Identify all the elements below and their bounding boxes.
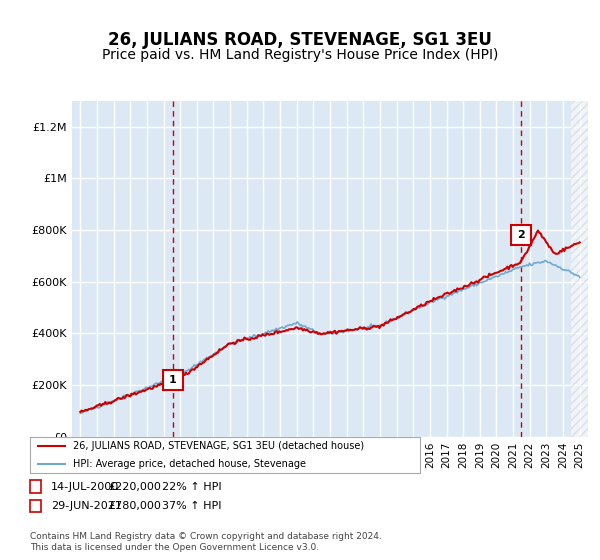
Text: 22% ↑ HPI: 22% ↑ HPI <box>162 482 221 492</box>
Text: 37% ↑ HPI: 37% ↑ HPI <box>162 501 221 511</box>
Text: 1: 1 <box>169 375 176 385</box>
Text: £780,000: £780,000 <box>108 501 161 511</box>
Text: 14-JUL-2000: 14-JUL-2000 <box>51 482 119 492</box>
Text: Price paid vs. HM Land Registry's House Price Index (HPI): Price paid vs. HM Land Registry's House … <box>102 48 498 62</box>
Text: 1: 1 <box>32 482 39 492</box>
Text: 2: 2 <box>32 501 39 511</box>
Text: 26, JULIANS ROAD, STEVENAGE, SG1 3EU: 26, JULIANS ROAD, STEVENAGE, SG1 3EU <box>108 31 492 49</box>
Text: £220,000: £220,000 <box>108 482 161 492</box>
Text: Contains HM Land Registry data © Crown copyright and database right 2024.
This d: Contains HM Land Registry data © Crown c… <box>30 532 382 552</box>
Text: HPI: Average price, detached house, Stevenage: HPI: Average price, detached house, Stev… <box>73 459 306 469</box>
Text: 26, JULIANS ROAD, STEVENAGE, SG1 3EU (detached house): 26, JULIANS ROAD, STEVENAGE, SG1 3EU (de… <box>73 441 364 451</box>
Text: 29-JUN-2021: 29-JUN-2021 <box>51 501 122 511</box>
Text: 2: 2 <box>517 230 525 240</box>
